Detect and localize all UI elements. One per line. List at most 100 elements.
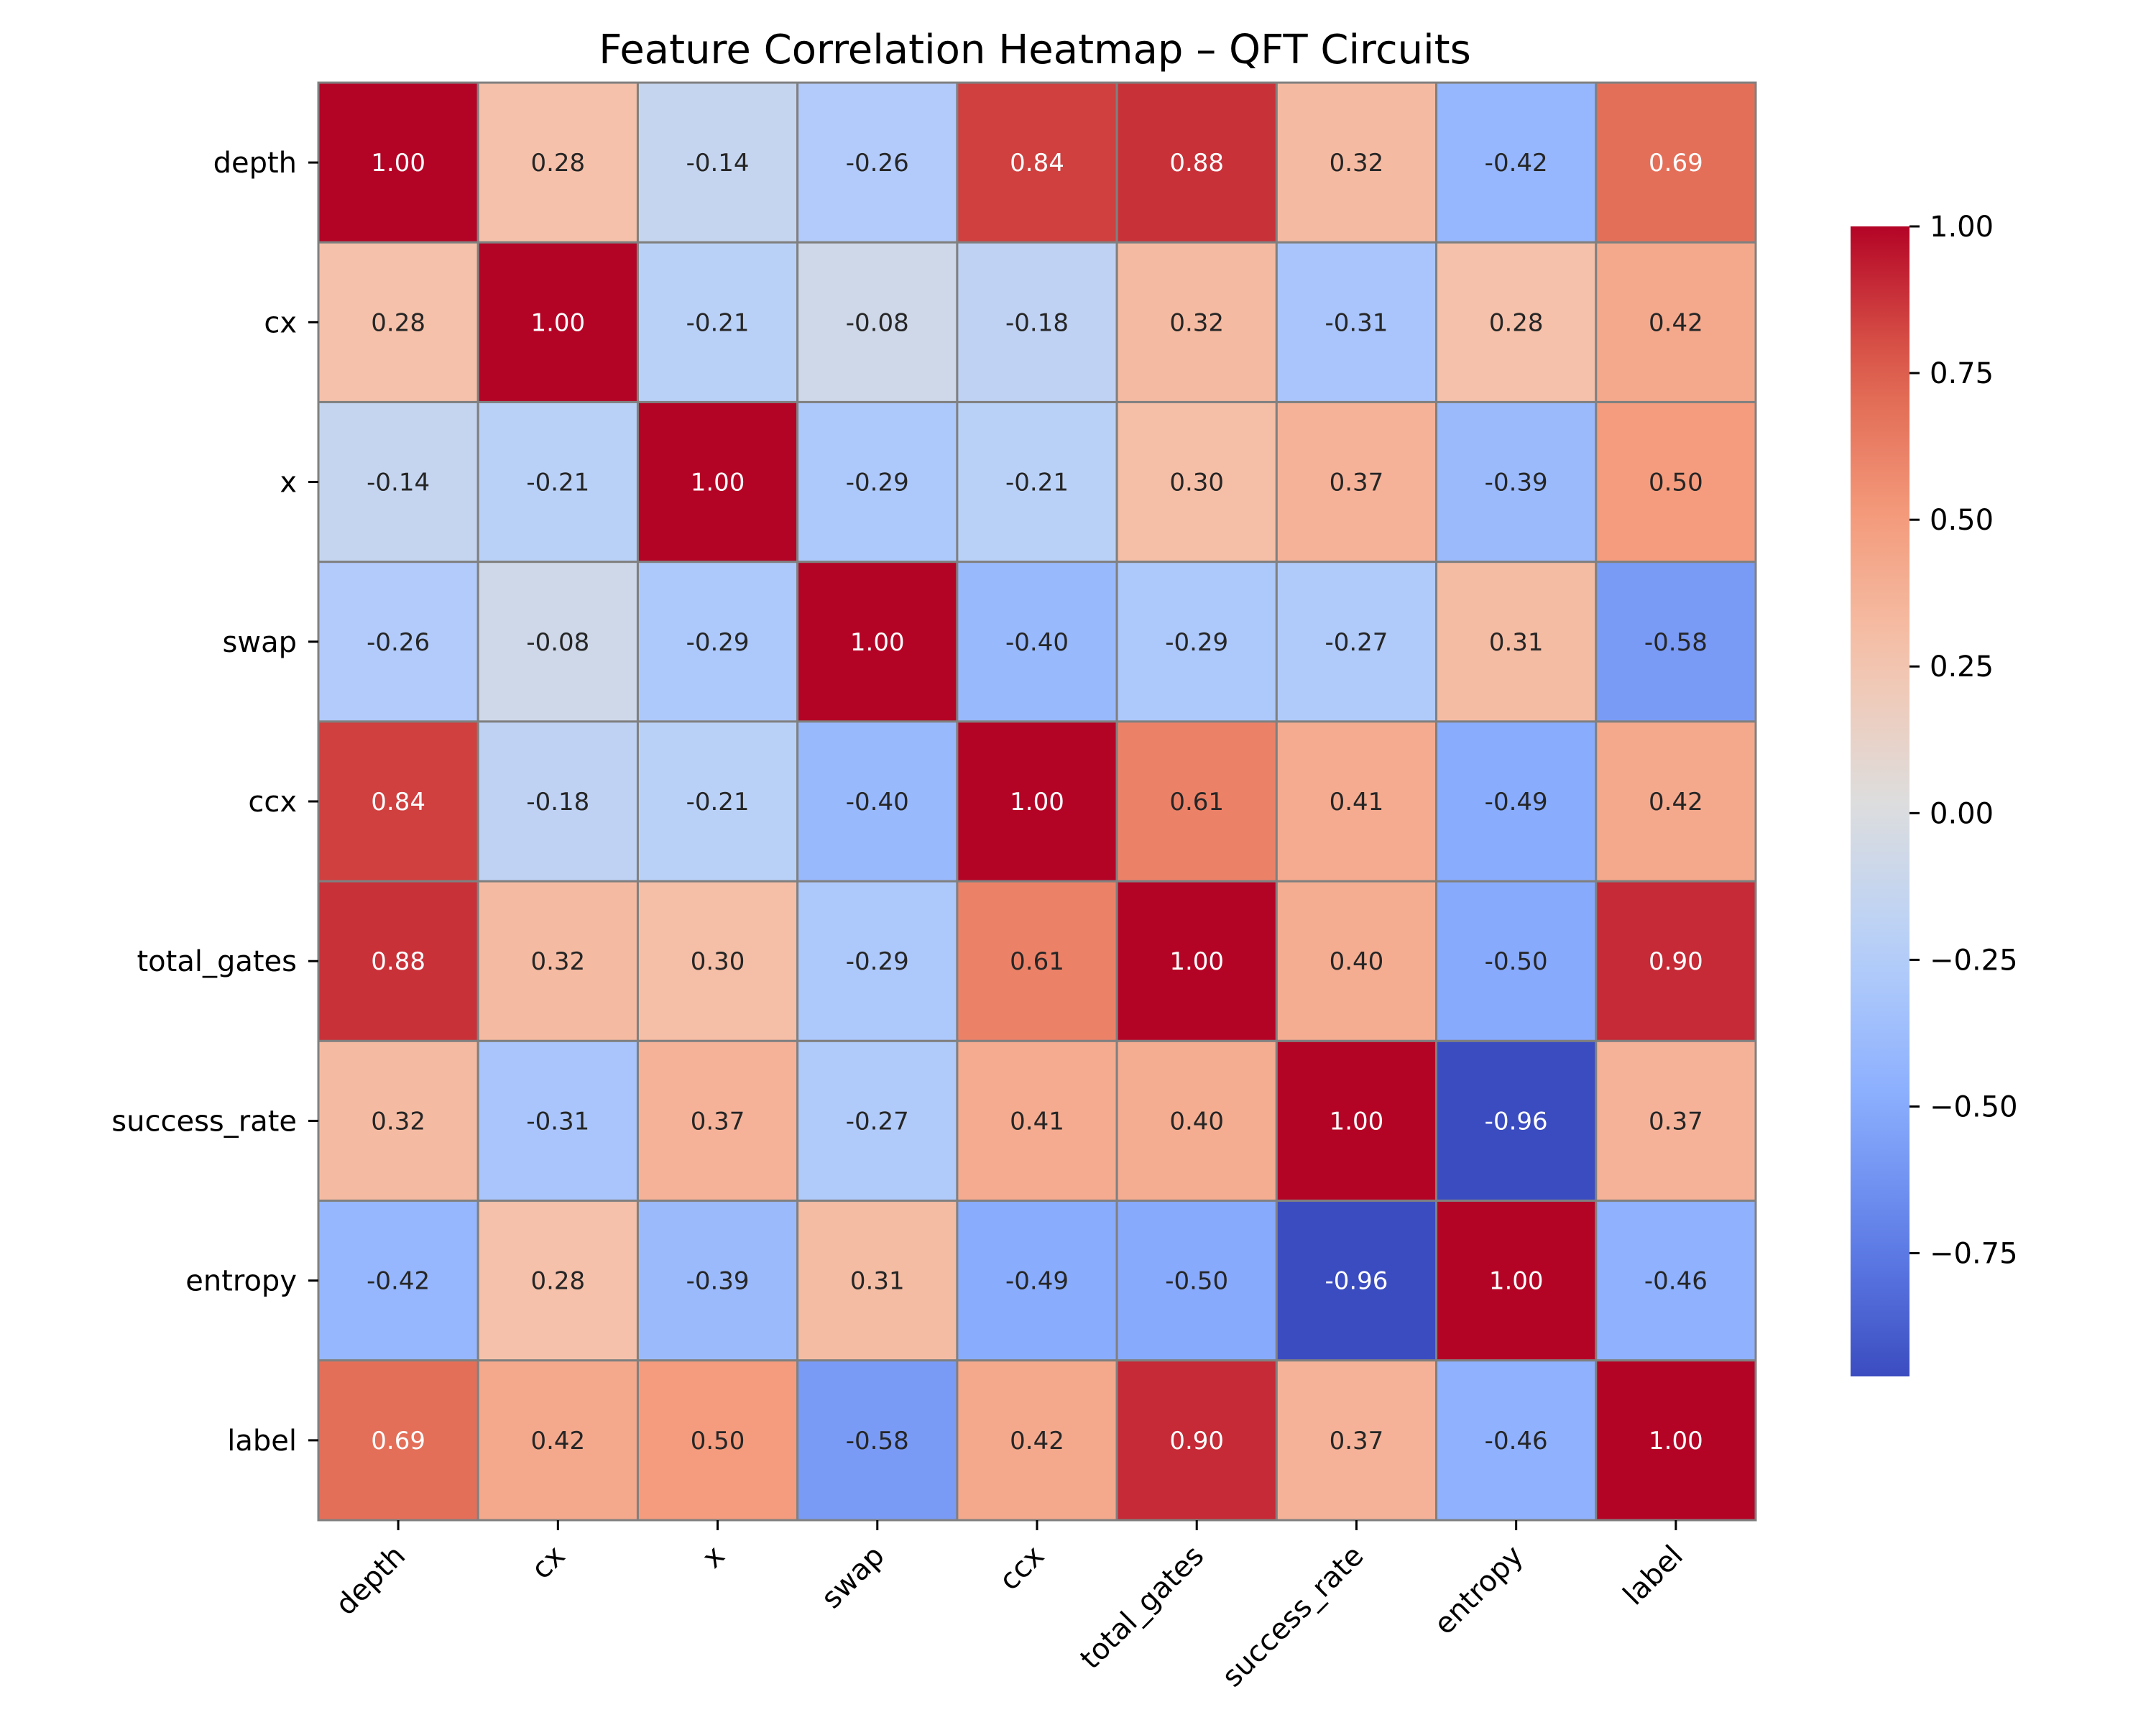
cell-value-label: 1.00: [1489, 1267, 1544, 1296]
colorbar-tick-label: 1.00: [1930, 211, 1994, 244]
cell-value-label: -0.50: [1485, 947, 1548, 976]
heatmap-cell: [476, 880, 639, 1042]
cell-value-label: -0.50: [1165, 1267, 1228, 1296]
cell-value-label: 0.50: [691, 1427, 745, 1455]
cell-value-label: 0.37: [691, 1107, 745, 1136]
cell-value-label: 0.69: [371, 1427, 425, 1455]
heatmap-cell: [636, 81, 799, 244]
heatmap-cell: [796, 880, 959, 1042]
heatmap-cell: [317, 1200, 479, 1362]
cell-value-label: 0.31: [850, 1267, 905, 1296]
heatmap-cell: [956, 241, 1118, 403]
heatmap-cell: [1435, 241, 1598, 403]
cell-value-label: -0.58: [846, 1427, 909, 1455]
heatmap-cell: [317, 1039, 479, 1202]
cell-value-label: 1.00: [691, 469, 745, 497]
y-tick-label: swap: [223, 626, 297, 659]
x-tick-label: total_gates: [1074, 1540, 1210, 1676]
heatmap-cell: [796, 1359, 959, 1522]
chart-title: Feature Correlation Heatmap – QFT Circui…: [599, 27, 1471, 73]
cell-value-label: -0.26: [846, 149, 909, 178]
cell-value-label: -0.21: [686, 788, 750, 816]
cell-value-label: -0.58: [1644, 628, 1708, 657]
x-tick-label: ccx: [993, 1540, 1051, 1597]
cell-value-label: -0.42: [1485, 149, 1548, 178]
y-tick-label: x: [280, 466, 297, 500]
colorbar-tick-label: 0.50: [1930, 504, 1994, 537]
cell-value-label: -0.08: [526, 628, 589, 657]
cell-value-label: 0.37: [1649, 1107, 1703, 1136]
cell-value-label: 0.28: [1489, 308, 1544, 337]
cell-value-label: 0.42: [1649, 788, 1703, 816]
heatmap-cell: [956, 1359, 1118, 1522]
colorbar-tick-label: 0.00: [1930, 797, 1994, 830]
heatmap-cell: [796, 81, 959, 244]
cell-value-label: 0.32: [530, 947, 585, 976]
cell-value-label: -0.29: [1165, 628, 1228, 657]
heatmap-cell: [1115, 81, 1278, 244]
heatmap-cell: [1595, 1200, 1757, 1362]
cell-value-label: 0.28: [530, 149, 585, 178]
heatmap-cell: [476, 561, 639, 723]
heatmap-cell: [317, 1359, 479, 1522]
cell-value-label: -0.39: [686, 1267, 750, 1296]
cell-value-label: 0.30: [691, 947, 745, 976]
cell-value-label: 0.90: [1169, 1427, 1224, 1455]
cell-value-label: 0.69: [1649, 149, 1703, 178]
cell-value-label: 0.40: [1330, 947, 1384, 976]
cell-value-label: -0.40: [1005, 628, 1069, 657]
cell-value-label: 0.88: [1169, 149, 1224, 178]
heatmap-cell: [317, 561, 479, 723]
cell-value-label: 0.32: [371, 1107, 425, 1136]
cell-value-label: 0.84: [371, 788, 425, 816]
cell-value-label: 1.00: [1649, 1427, 1703, 1455]
cell-value-label: -0.49: [1485, 788, 1548, 816]
x-tick-label: entropy: [1428, 1540, 1530, 1642]
y-tick-label: label: [227, 1425, 297, 1458]
cell-value-label: -0.18: [526, 788, 589, 816]
cell-value-label: -0.29: [846, 469, 909, 497]
cell-value-label: -0.49: [1005, 1267, 1069, 1296]
heatmap-cell: [476, 720, 639, 883]
colorbar-tick-label: −0.25: [1930, 944, 2018, 977]
heatmap-cell: [1115, 880, 1278, 1042]
heatmap-cell: [636, 400, 799, 564]
cell-value-label: -0.21: [1005, 469, 1069, 497]
y-tick-label: total_gates: [137, 945, 298, 978]
cell-value-label: 0.37: [1330, 1427, 1384, 1455]
heatmap-cell: [317, 720, 479, 883]
x-tick-label: label: [1617, 1540, 1690, 1612]
cell-value-label: -0.46: [1644, 1267, 1708, 1296]
colorbar-tick-label: 0.75: [1930, 357, 1994, 390]
colorbar: 1.00 0.75 0.50 0.25 0.00 −0.25 −0.50 −0.75: [1851, 211, 2018, 1376]
cell-value-label: -0.29: [846, 947, 909, 976]
cell-value-label: 1.00: [530, 308, 585, 337]
cell-value-label: -0.21: [526, 469, 589, 497]
cell-value-label: 1.00: [1330, 1107, 1384, 1136]
y-tick-label: depth: [213, 147, 297, 180]
cell-value-label: 0.84: [1010, 149, 1064, 178]
cell-value-label: 0.42: [530, 1427, 585, 1455]
cell-value-label: 0.90: [1649, 947, 1703, 976]
cell-value-label: -0.96: [1325, 1267, 1388, 1296]
y-tick-label: cx: [264, 306, 297, 339]
heatmap-cell: [1595, 880, 1757, 1042]
cell-value-label: 0.37: [1330, 469, 1384, 497]
heatmap-cell: [1435, 880, 1598, 1042]
heatmap-cell: [1595, 241, 1757, 403]
heatmap-cell: [956, 880, 1118, 1042]
heatmap-cell: [796, 561, 959, 723]
heatmap-cell: [1275, 1039, 1438, 1202]
cell-value-label: -0.21: [686, 308, 750, 337]
cell-value-label: 0.41: [1330, 788, 1384, 816]
cell-value-label: 1.00: [1169, 947, 1224, 976]
heatmap-cell: [956, 81, 1118, 244]
heatmap-cell: [476, 1039, 639, 1202]
heatmap-cell: [796, 241, 959, 403]
cell-value-label: 0.50: [1649, 469, 1703, 497]
cell-value-label: -0.29: [686, 628, 750, 657]
heatmap-cell: [796, 720, 959, 883]
heatmap-cell: [636, 720, 799, 883]
y-tick-label: entropy: [185, 1265, 297, 1298]
cell-value-label: -0.42: [367, 1267, 430, 1296]
